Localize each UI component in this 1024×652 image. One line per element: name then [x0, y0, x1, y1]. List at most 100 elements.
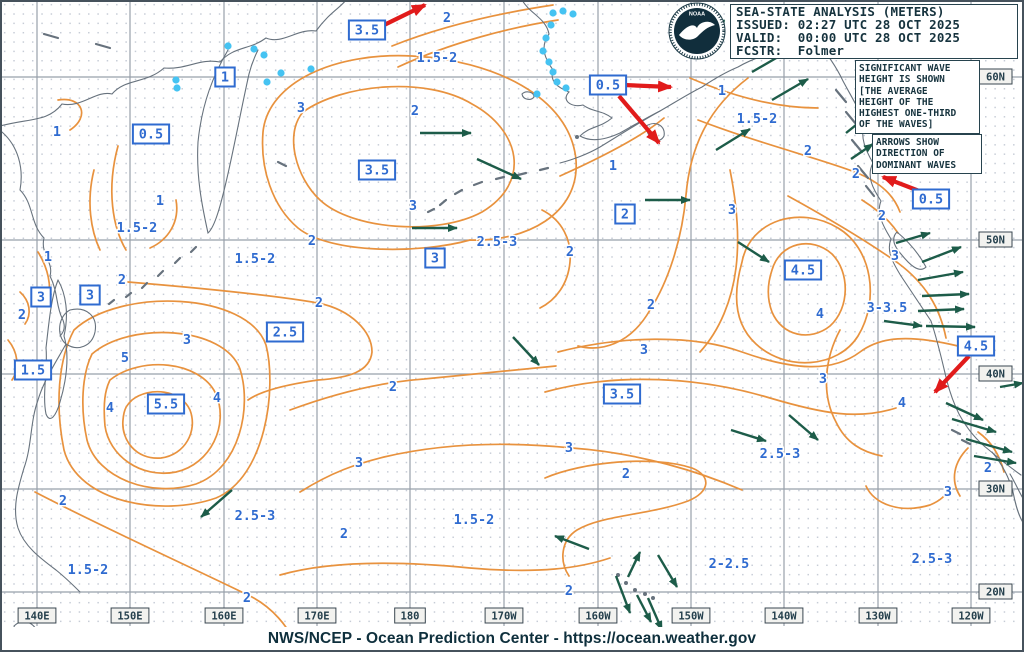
contour-line [735, 216, 872, 364]
contour-label: 5 [121, 350, 129, 366]
small-island [624, 581, 628, 585]
coastline [0, 0, 347, 127]
wave-height-value: 3 [431, 251, 439, 267]
axis-labels: 140E 150E 160E 170E 180 170W 160W 150W 140W 130W 1… [17, 68, 1013, 624]
wave-height-note: SIGNIFICANT WAVE HEIGHT IS SHOWN [THE AV… [855, 60, 980, 134]
wave-height-value: 3 [37, 290, 45, 306]
contour-line [865, 485, 950, 510]
contour-line [289, 365, 557, 411]
island-chain-segment [950, 428, 962, 436]
ice-dot [533, 90, 541, 98]
contour-labels: 21.5-213 211.5-21.5-2232.5-3111.5-222233-… [16, 9, 993, 608]
contour-label: 2 [804, 143, 812, 159]
island-chain-segment [453, 188, 464, 196]
contour-label: 2 [411, 103, 419, 119]
contour-line [58, 300, 271, 507]
latitude-box [978, 583, 1013, 600]
contour-line [299, 443, 743, 493]
wave-height-value: 4.5 [964, 339, 988, 355]
contour-line [539, 209, 572, 309]
island-chain-segment [426, 207, 436, 214]
wave-height-value: 3 [86, 288, 94, 304]
contour-label: 3 [355, 455, 363, 471]
wave-arrow [999, 380, 1024, 389]
ice-dot [569, 10, 577, 18]
longitude-box [951, 607, 991, 624]
longitude-label: 160W [585, 611, 611, 623]
contour-line [544, 460, 707, 577]
ice-dot [553, 78, 561, 86]
ice-edge-dots [172, 7, 577, 98]
red-arrow [379, 3, 427, 29]
contour-line [825, 329, 883, 457]
latitude-label: 20N [986, 587, 1005, 599]
longitude-label: 170W [491, 611, 517, 623]
wave-height-box [13, 359, 53, 381]
contour-label: 2 [565, 583, 573, 599]
contour-line [127, 281, 373, 401]
contour-label: 1 [156, 193, 164, 209]
contour-line [82, 331, 246, 490]
contour-label: 2 [243, 590, 251, 606]
contour-label: 1 [718, 83, 726, 99]
ice-dot [277, 69, 285, 77]
island-chain-segment [42, 32, 60, 40]
island-chain-segment [94, 42, 112, 50]
wave-height-value: 3.5 [610, 387, 634, 403]
seagull-icon [679, 21, 715, 40]
contour-label: 3 [183, 332, 191, 348]
ice-dot [307, 65, 315, 73]
contour-line [559, 117, 665, 177]
contour-label: 2 [852, 166, 860, 182]
island-chain-segment [276, 160, 288, 168]
contour-label: 4 [106, 400, 114, 416]
latitude-label: 40N [986, 369, 1005, 381]
ice-dot [250, 45, 258, 53]
wave-arrow [554, 534, 590, 551]
wave-height-box [79, 284, 101, 306]
longitude-box [204, 607, 244, 624]
wave-height-box [131, 123, 171, 145]
contour-label: 1 [609, 158, 617, 174]
contour-line [391, 4, 554, 47]
wave-arrow [921, 290, 970, 299]
wave-height-box [602, 383, 642, 405]
contour-label: 1.5-2 [454, 512, 495, 528]
contour-line [57, 98, 83, 131]
contour-label: 3 [297, 100, 305, 116]
wave-arrow [945, 401, 984, 422]
island-chain-segment [856, 164, 870, 180]
latitude-label: 50N [986, 235, 1005, 247]
coastline [813, 37, 892, 240]
ice-dot [549, 9, 557, 17]
chart-header-box: SEA-STATE ANALYSIS (METERS) ISSUED: 02:2… [730, 4, 1018, 59]
contour-label: 2 [118, 272, 126, 288]
longitude-box [578, 607, 618, 624]
coastline [888, 238, 1022, 476]
longitude-label: 170E [304, 611, 329, 623]
wave-height-value: 2 [621, 207, 629, 223]
contour-line [397, 19, 559, 68]
contour-label: 2.5-3 [477, 234, 518, 250]
latitude-box [978, 480, 1013, 497]
wave-height-value: 5.5 [154, 397, 178, 413]
contour-line [261, 54, 577, 251]
contour-label: 2.5-3 [235, 508, 276, 524]
wave-height-value: 3.5 [365, 163, 389, 179]
ice-dot [547, 21, 555, 29]
chart-title: SEA-STATE ANALYSIS (METERS) [736, 4, 945, 19]
wave-arrow [737, 240, 770, 264]
wave-height-value: 3.5 [355, 23, 379, 39]
wave-arrow [771, 77, 809, 102]
small-island [633, 588, 637, 592]
ice-dot [260, 51, 268, 59]
wave-height-box [214, 66, 236, 88]
wave-arrow [715, 127, 751, 152]
contour-label: 4 [816, 306, 824, 322]
wave-height-box [357, 159, 397, 181]
latitude-label: 60N [986, 72, 1005, 84]
forecaster-name: FCSTR: Folmer [736, 42, 845, 58]
contour-label: 1.5-2 [235, 251, 276, 267]
island-chain-segment [844, 110, 858, 126]
map-area: 2 1.5-2 1 3 2 1 1.5-2 1.5-2 2 3 2.5-3 1 1 1.5-2 2 2 2 3 3-… [0, 0, 1024, 629]
